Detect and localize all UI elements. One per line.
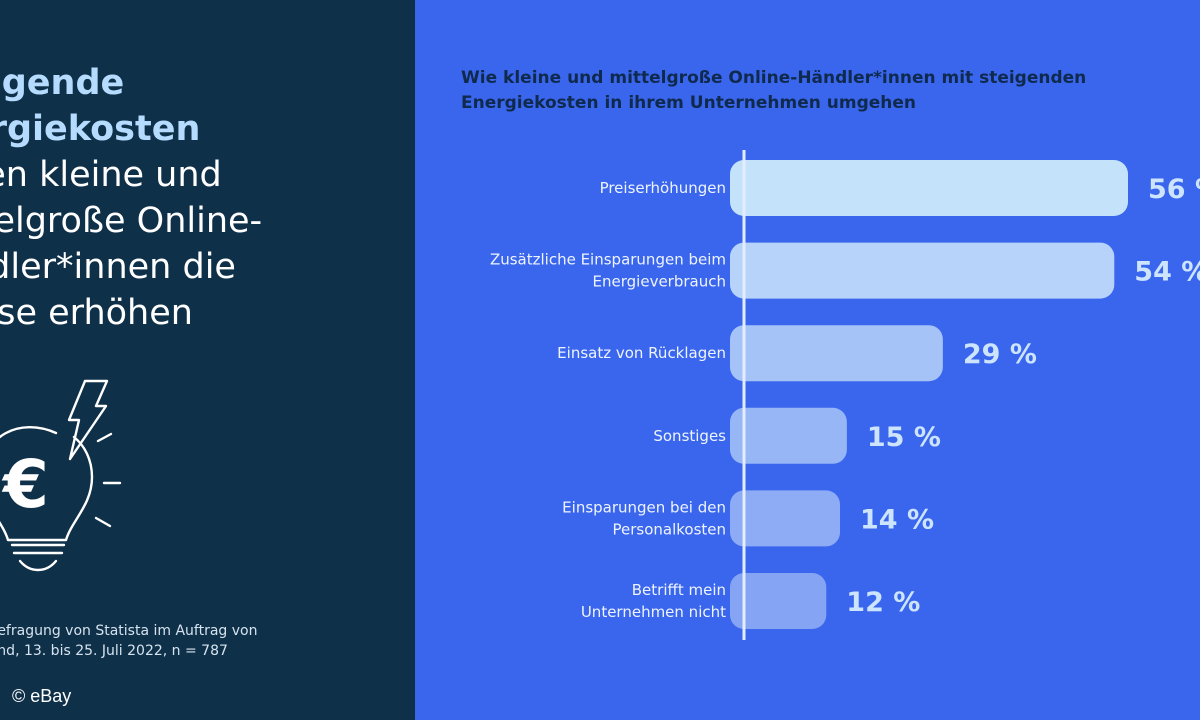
svg-text:€: € bbox=[1, 446, 49, 523]
category-label: Einsatz von Rücklagen bbox=[557, 344, 726, 362]
source-line: Online-Befragung von Statista im Auftrag… bbox=[0, 623, 258, 639]
headline-line: ttelgroße Online- bbox=[0, 201, 263, 241]
headline-line: eigende bbox=[0, 63, 125, 103]
value-label: 14 % bbox=[860, 504, 934, 535]
headline-line: eise erhöhen bbox=[0, 293, 193, 333]
headline-line: ndler*innen die bbox=[0, 247, 236, 287]
bar bbox=[730, 490, 840, 547]
headline-line: sen kleine und bbox=[0, 155, 222, 195]
value-label: 56 % bbox=[1148, 174, 1200, 205]
value-label: 12 % bbox=[846, 587, 920, 618]
value-label: 15 % bbox=[867, 422, 941, 453]
chart-panel: Wie kleine und mittelgroße Online-Händle… bbox=[415, 0, 1200, 720]
bar bbox=[730, 573, 827, 629]
category-label: Sonstiges bbox=[653, 427, 726, 445]
bar bbox=[730, 407, 847, 464]
bar bbox=[730, 325, 943, 382]
headline: eigende ergiekosten sen kleine und ttelg… bbox=[0, 60, 415, 336]
value-label: 29 % bbox=[963, 339, 1037, 370]
value-label: 54 % bbox=[1134, 257, 1200, 288]
category-label: Preiserhöhungen bbox=[600, 179, 726, 197]
bar bbox=[730, 242, 1115, 299]
lightbulb-euro-icon: € bbox=[0, 375, 140, 585]
category-label: Zusätzliche Einsparungen beim Energieverb… bbox=[490, 251, 726, 291]
bar bbox=[730, 160, 1128, 216]
bar-chart: Preiserhöhungen 56 % Zusätzliche Einsparun… bbox=[490, 150, 1200, 640]
chart-title: Wie kleine und mittelgroße Online-Händle… bbox=[461, 68, 1087, 113]
category-label: Einsparungen bei den Personalkosten bbox=[562, 498, 726, 538]
headline-line: ergiekosten bbox=[0, 109, 201, 149]
source-note: Online-Befragung von Statista im Auftrag… bbox=[0, 621, 358, 661]
source-line: eutschland, 13. bis 25. Juli 2022, n = 7… bbox=[0, 643, 228, 659]
left-panel: eigende ergiekosten sen kleine und ttelg… bbox=[0, 0, 415, 720]
category-label: Betrifft mein Unternehmen nicht bbox=[581, 581, 726, 621]
copyright: © eBay bbox=[12, 686, 72, 706]
